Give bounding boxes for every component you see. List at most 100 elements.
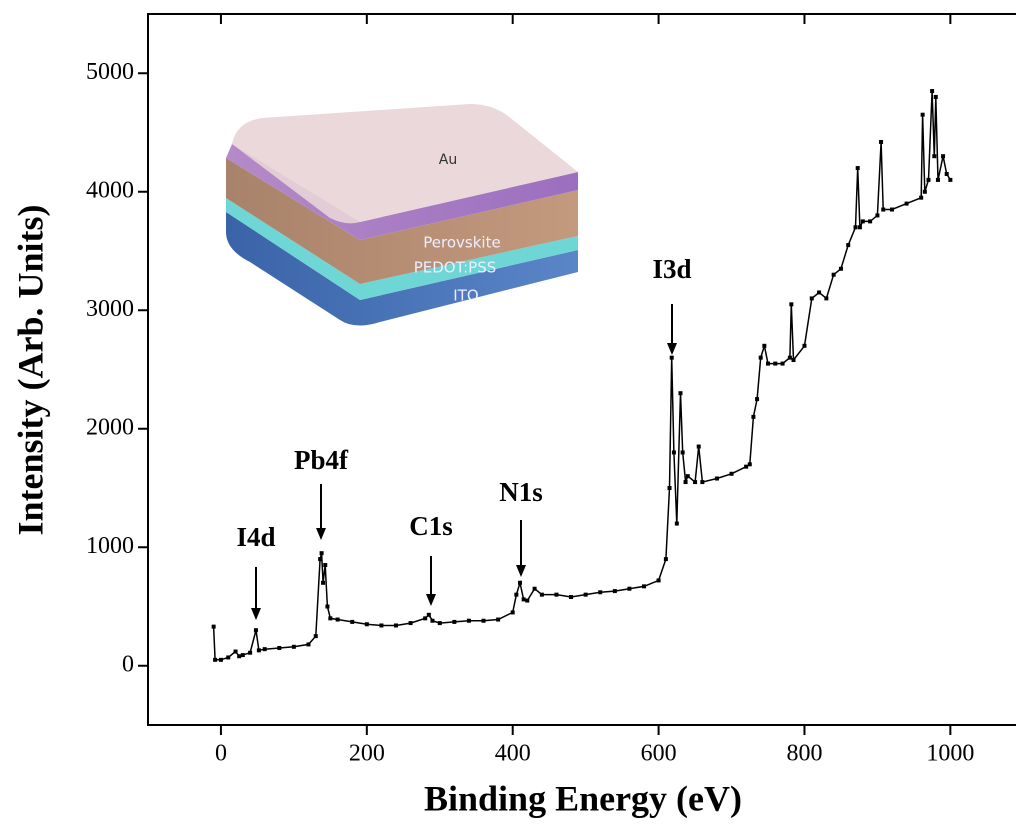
- y-tick-label: 1000: [86, 533, 134, 559]
- data-point: [789, 302, 794, 307]
- data-point: [780, 361, 785, 366]
- x-axis-title: Binding Energy (eV): [424, 778, 742, 818]
- data-point: [922, 189, 927, 194]
- data-point: [802, 343, 807, 348]
- data-point: [671, 450, 676, 455]
- data-point: [693, 480, 698, 485]
- data-point: [926, 177, 931, 182]
- x-tick-label: 800: [786, 741, 822, 767]
- data-point: [423, 616, 428, 621]
- data-point: [452, 619, 457, 624]
- data-point: [277, 645, 282, 650]
- data-point: [583, 592, 588, 597]
- y-tick-label: 4000: [86, 177, 134, 203]
- data-point: [919, 195, 924, 200]
- data-point: [838, 266, 843, 271]
- data-point: [612, 589, 617, 594]
- data-point: [256, 648, 261, 653]
- data-point: [683, 480, 688, 485]
- data-point: [521, 597, 526, 602]
- y-tick-label: 5000: [86, 59, 134, 85]
- x-tick-label: 400: [495, 741, 531, 767]
- ito-layer: [226, 212, 578, 326]
- data-point: [855, 166, 860, 171]
- data-point: [350, 619, 355, 624]
- data-point: [466, 618, 471, 623]
- data-point: [920, 112, 925, 117]
- data-point: [408, 621, 413, 626]
- data-point: [667, 486, 672, 490]
- data-point: [766, 361, 770, 366]
- data-point: [539, 592, 544, 597]
- data-point: [674, 521, 679, 526]
- data-point: [791, 358, 796, 363]
- peak-arrowhead: [516, 565, 526, 577]
- data-point: [941, 154, 946, 159]
- inset-label: Perovskite: [423, 234, 500, 252]
- data-point: [758, 355, 763, 360]
- data-point: [685, 474, 690, 479]
- data-point: [762, 343, 767, 348]
- data-point: [809, 296, 814, 301]
- data-point: [394, 623, 398, 628]
- data-point: [248, 650, 253, 655]
- data-point: [211, 624, 216, 629]
- data-point: [525, 598, 530, 603]
- data-point: [714, 476, 719, 481]
- data-point: [328, 616, 333, 621]
- data-point: [364, 622, 369, 627]
- data-point: [226, 655, 231, 660]
- peak-label: C1s: [409, 511, 453, 541]
- inset-label: PEDOT:PSS: [414, 259, 497, 277]
- data-point: [831, 272, 836, 277]
- peak-label: I4d: [236, 522, 275, 552]
- data-point: [323, 563, 328, 568]
- data-point: [319, 551, 324, 556]
- data-point: [213, 657, 218, 662]
- peak-label: Pb4f: [294, 445, 349, 475]
- data-point: [656, 578, 661, 583]
- data-point: [325, 604, 330, 609]
- data-point: [930, 89, 935, 94]
- inset-label: Au: [439, 152, 457, 168]
- data-point: [532, 586, 537, 591]
- data-point: [744, 464, 749, 469]
- data-point: [932, 154, 937, 159]
- data-point: [642, 584, 646, 589]
- data-point: [306, 642, 311, 647]
- y-tick-label: 2000: [86, 414, 134, 440]
- data-point: [253, 628, 258, 633]
- data-point: [569, 595, 574, 600]
- data-point: [554, 592, 559, 597]
- peak-label: N1s: [499, 477, 543, 507]
- data-point: [663, 557, 668, 562]
- data-point: [218, 657, 223, 662]
- peak-arrowhead: [667, 343, 677, 355]
- data-point: [598, 590, 603, 595]
- data-point: [321, 580, 326, 585]
- peak-arrowhead: [426, 594, 436, 606]
- data-point: [496, 617, 501, 622]
- plot-border: [147, 13, 1016, 726]
- data-point: [824, 296, 829, 301]
- data-point: [514, 592, 519, 597]
- data-point: [313, 634, 318, 639]
- data-point: [904, 201, 909, 206]
- data-point: [944, 171, 949, 176]
- data-point: [426, 612, 431, 617]
- x-tick-label: 0: [215, 741, 227, 767]
- perovskite-layer: [226, 158, 578, 284]
- device-inset: [226, 104, 578, 326]
- data-point: [379, 623, 384, 628]
- data-point: [773, 361, 778, 366]
- data-point: [881, 207, 886, 212]
- x-tick-label: 200: [349, 741, 385, 767]
- data-point: [437, 621, 442, 626]
- data-point: [700, 480, 705, 485]
- data-point: [680, 450, 685, 455]
- data-point: [678, 391, 683, 396]
- data-point: [518, 580, 522, 585]
- data-point: [627, 586, 632, 591]
- data-point: [933, 94, 938, 99]
